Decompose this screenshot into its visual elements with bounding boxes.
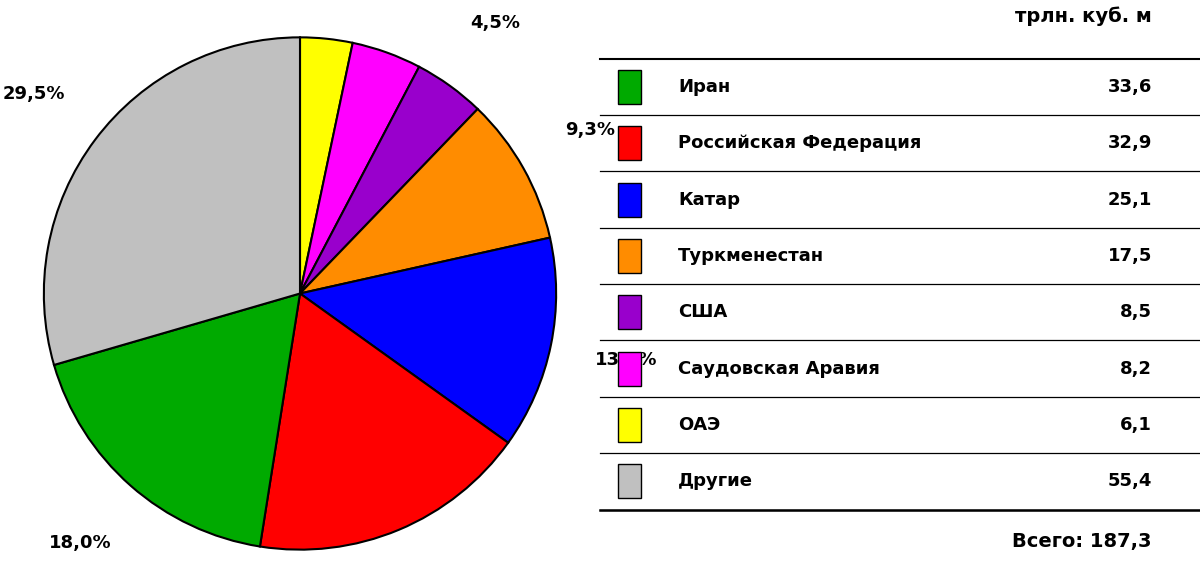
- Text: 33,6: 33,6: [1108, 78, 1152, 96]
- Text: 55,4: 55,4: [1108, 473, 1152, 490]
- Text: Всего: 187,3: Всего: 187,3: [1013, 532, 1152, 551]
- Text: Иран: Иран: [678, 78, 731, 96]
- Text: Саудовская Аравия: Саудовская Аравия: [678, 360, 880, 377]
- Text: 25,1: 25,1: [1108, 191, 1152, 208]
- Bar: [618, 408, 641, 442]
- Bar: [618, 352, 641, 386]
- Text: 17,5: 17,5: [1108, 247, 1152, 265]
- Text: 6,1: 6,1: [1120, 416, 1152, 434]
- Bar: [618, 126, 641, 160]
- Bar: [618, 464, 641, 498]
- Wedge shape: [260, 294, 508, 549]
- Wedge shape: [300, 109, 550, 294]
- Text: Туркменестан: Туркменестан: [678, 247, 824, 265]
- Text: 8,5: 8,5: [1120, 303, 1152, 321]
- Text: 29,5%: 29,5%: [2, 85, 65, 103]
- Text: 9,3%: 9,3%: [565, 122, 616, 139]
- Wedge shape: [44, 38, 300, 365]
- Text: 18,0%: 18,0%: [48, 534, 112, 552]
- Text: Российская Федерация: Российская Федерация: [678, 134, 922, 152]
- Wedge shape: [300, 38, 353, 294]
- Wedge shape: [300, 67, 478, 294]
- Text: 4,5%: 4,5%: [470, 15, 520, 32]
- Text: Другие: Другие: [678, 473, 754, 490]
- Text: США: США: [678, 303, 727, 321]
- Bar: [618, 239, 641, 273]
- Text: 13,4%: 13,4%: [595, 351, 658, 369]
- Wedge shape: [300, 238, 556, 443]
- Text: Катар: Катар: [678, 191, 740, 208]
- Text: 32,9: 32,9: [1108, 134, 1152, 152]
- Wedge shape: [54, 294, 300, 546]
- Bar: [618, 295, 641, 329]
- Text: 8,2: 8,2: [1120, 360, 1152, 377]
- Bar: [618, 183, 641, 217]
- Bar: [618, 70, 641, 104]
- Text: ОАЭ: ОАЭ: [678, 416, 720, 434]
- Wedge shape: [300, 43, 419, 294]
- Text: трлн. куб. м: трлн. куб. м: [1015, 7, 1152, 26]
